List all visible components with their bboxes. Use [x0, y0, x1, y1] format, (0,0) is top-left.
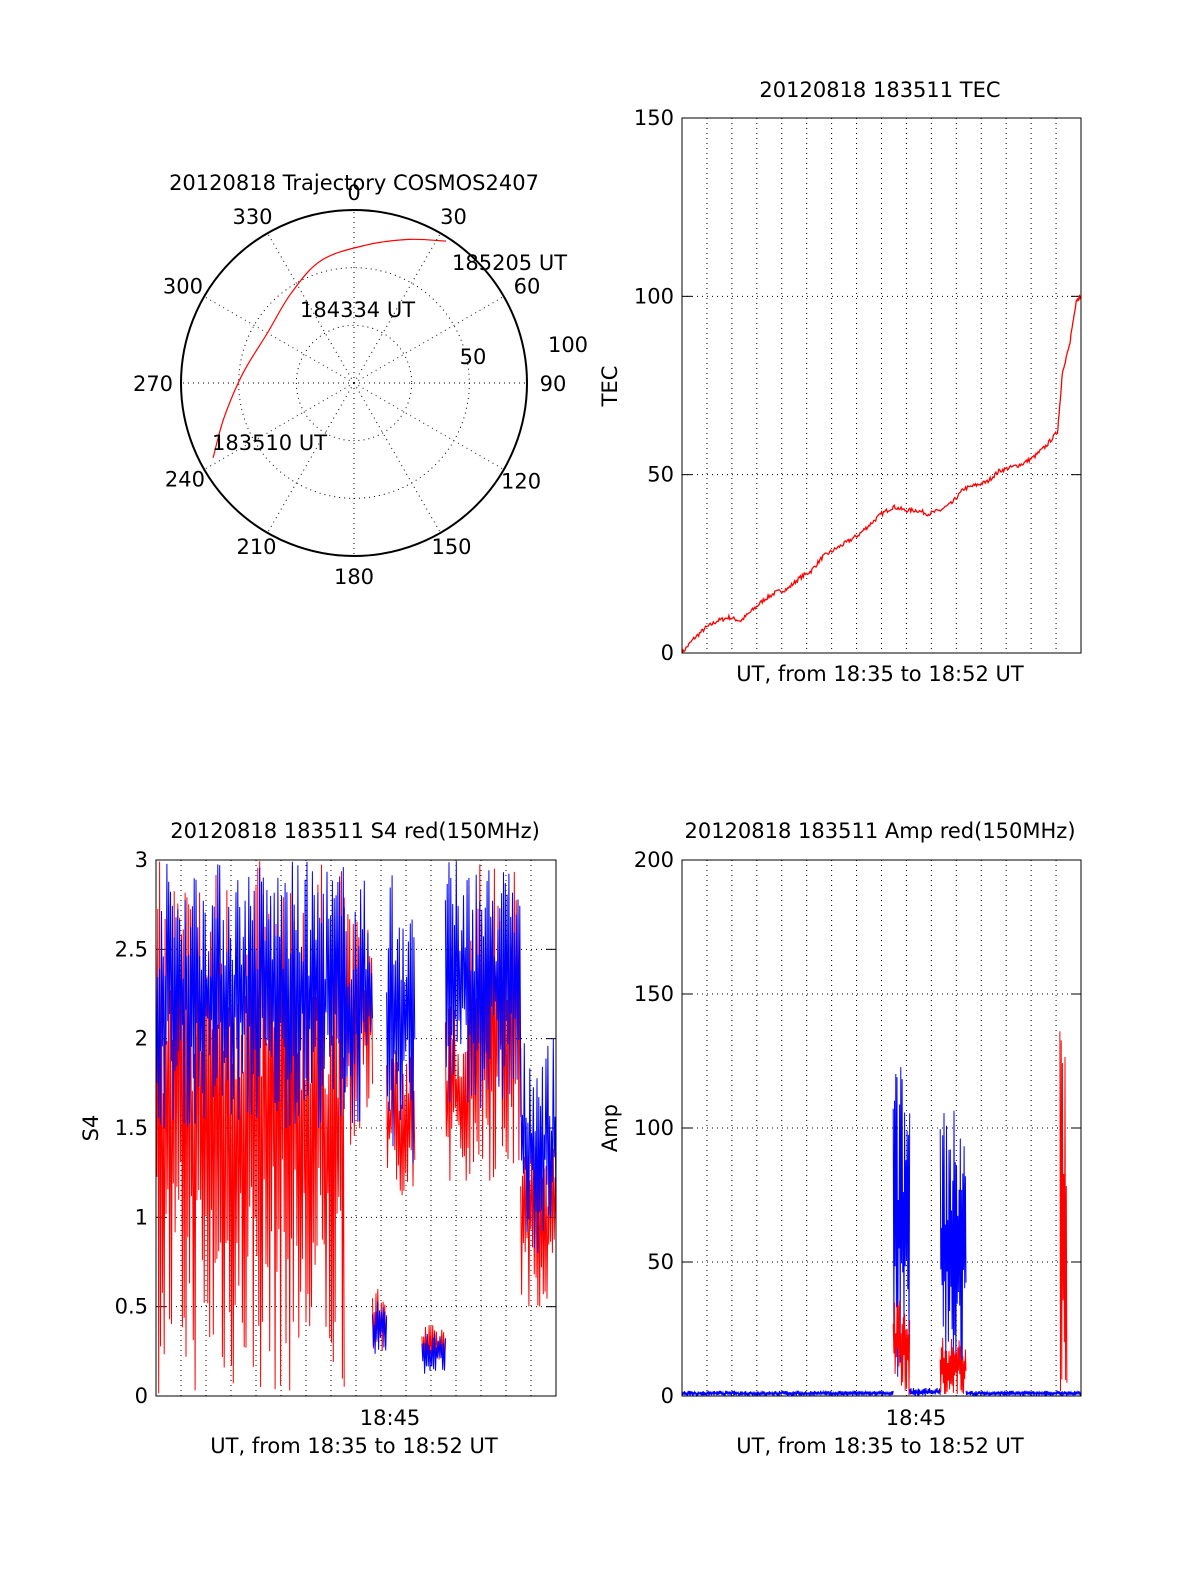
polar-angle-label-150: 150 — [431, 535, 471, 559]
amp-y-tick-150: 150 — [634, 982, 674, 1006]
s4-title: 20120818 183511 S4 red(150MHz) — [170, 819, 540, 843]
tec-title: 20120818 183511 TEC — [759, 78, 1000, 102]
polar-radial-label-50: 50 — [460, 345, 487, 369]
amp-plot-frame — [681, 859, 1082, 1397]
s4-y-tick-2.5: 2.5 — [115, 937, 148, 961]
amp-red-line — [892, 1031, 1068, 1396]
amp-blue-line — [681, 1067, 1082, 1398]
amp-y-tick-labels: 0 50 100 150 200 — [634, 848, 674, 1408]
trajectory-start-label: 183510 UT — [212, 431, 327, 455]
amp-x-axis-label: UT, from 18:35 to 18:52 UT — [736, 1434, 1024, 1458]
s4-x-tick-label: 18:45 — [360, 1406, 421, 1430]
tec-panel: 20120818 183511 TEC 0 50 100 150 TEC UT, fr… — [598, 78, 1082, 686]
tec-y-tick-100: 100 — [634, 284, 674, 308]
tec-y-tick-50: 50 — [647, 463, 674, 487]
s4-y-tick-1: 1 — [135, 1205, 148, 1229]
polar-angle-label-0: 0 — [347, 181, 360, 205]
amp-grid — [682, 859, 1081, 1397]
polar-angle-label-300: 300 — [163, 275, 203, 299]
polar-angle-label-210: 210 — [236, 535, 276, 559]
tec-x-axis-label: UT, from 18:35 to 18:52 UT — [736, 662, 1024, 686]
amp-y-axis-label: Amp — [598, 1104, 622, 1152]
polar-spoke-120 — [353, 382, 505, 470]
polar-angle-label-60: 60 — [514, 275, 541, 299]
polar-angle-labels: 0 30 60 90 120 150 180 210 240 270 300 330 — [133, 181, 566, 589]
polar-angle-label-180: 180 — [334, 565, 374, 589]
s4-y-tick-labels: 0 0.5 1 1.5 2 2.5 3 — [115, 848, 148, 1408]
s4-blue-line — [155, 861, 557, 1374]
trajectory-line — [212, 238, 447, 459]
trajectory-mid-label: 184334 UT — [300, 298, 415, 322]
s4-y-tick-3: 3 — [135, 848, 148, 872]
polar-panel: 20120818 Trajectory COSMOS2407 0 30 60 90 12… — [133, 171, 588, 589]
s4-y-tick-0.5: 0.5 — [115, 1295, 148, 1319]
trajectory-end-label: 185205 UT — [452, 251, 567, 275]
amp-title: 20120818 183511 Amp red(150MHz) — [684, 819, 1075, 843]
tec-plot-frame — [681, 117, 1082, 654]
amp-blue-series — [681, 1067, 1082, 1398]
polar-radial-label-100: 100 — [548, 333, 588, 357]
polar-angle-label-90: 90 — [540, 372, 567, 396]
s4-plot-frame — [155, 859, 557, 1397]
polar-spoke-240 — [203, 382, 355, 470]
polar-angle-label-240: 240 — [165, 468, 205, 492]
amp-x-tick-label: 18:45 — [886, 1406, 947, 1430]
s4-y-tick-0: 0 — [135, 1384, 148, 1408]
polar-title: 20120818 Trajectory COSMOS2407 — [169, 171, 539, 195]
polar-outer-circle — [180, 209, 528, 557]
amp-panel: 20120818 183511 Amp red(150MHz) 0 50 100 15… — [598, 819, 1082, 1458]
polar-angle-label-30: 30 — [440, 205, 467, 229]
s4-panel: 20120818 183511 S4 red(150MHz) 0 0.5 1 1.5 2… — [79, 819, 557, 1458]
polar-grid — [180, 209, 528, 557]
tec-y-tick-150: 150 — [634, 106, 674, 130]
tec-series-line — [681, 294, 1082, 654]
polar-angle-label-120: 120 — [501, 470, 541, 494]
polar-angle-label-330: 330 — [232, 205, 272, 229]
tec-y-tick-labels: 0 50 100 150 — [634, 106, 674, 665]
polar-ring-30 — [295, 324, 413, 442]
polar-spoke-210 — [267, 382, 355, 534]
tec-y-axis-label: TEC — [598, 366, 622, 408]
s4-x-axis-label: UT, from 18:35 to 18:52 UT — [210, 1434, 498, 1458]
s4-y-tick-1.5: 1.5 — [115, 1116, 148, 1140]
amp-y-tick-50: 50 — [647, 1250, 674, 1274]
s4-y-tick-2: 2 — [135, 1027, 148, 1051]
tec-grid — [682, 117, 1081, 654]
polar-spoke-150 — [353, 382, 441, 534]
amp-y-tick-0: 0 — [661, 1384, 674, 1408]
amp-red-series — [892, 1031, 1068, 1396]
polar-angle-label-270: 270 — [133, 372, 173, 396]
amp-y-tick-200: 200 — [634, 848, 674, 872]
amp-y-tick-100: 100 — [634, 1116, 674, 1140]
s4-blue-series — [155, 861, 557, 1374]
s4-y-axis-label: S4 — [79, 1115, 103, 1142]
tec-y-tick-0: 0 — [661, 641, 674, 665]
